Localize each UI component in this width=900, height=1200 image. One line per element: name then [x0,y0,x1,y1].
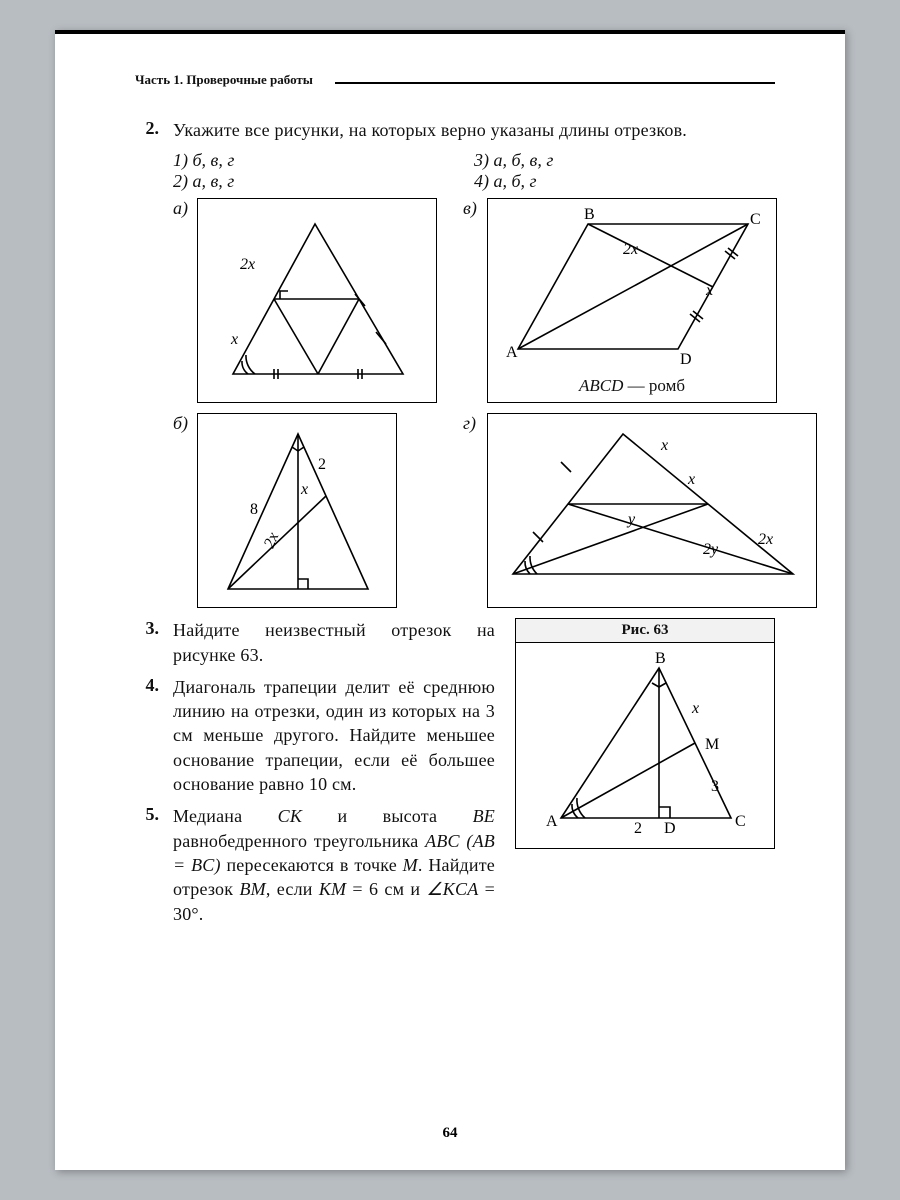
diagram-g-svg: x x y 2y 2x [488,414,818,609]
diagram-a-label: а) [173,198,193,219]
figure-63: Рис. 63 [515,618,775,849]
pt-B: B [655,650,666,667]
label-x: x [705,282,713,299]
task-2-text: Укажите все рисунки, на которых верно ук… [173,118,775,142]
label-2x: 2x [758,531,773,548]
option-1: 1) б, в, г [173,150,474,171]
pt-C: C [735,813,746,830]
label-3: 3 [711,778,719,795]
diagram-g-cell: г) [463,413,817,608]
pt-C: C [750,211,761,228]
label-2x: 2x [623,241,638,258]
figure-63-svg: A B C D M x 3 2 [516,643,776,848]
diagram-row-1: а) [173,198,775,403]
label-8: 8 [250,501,258,518]
diagram-row-2: б) [173,413,775,608]
task-3: 3. Найдите неизвестный отрезок на рисунк… [135,618,495,667]
diagram-a-box: 2x x [197,198,437,403]
lower-tasks: Рис. 63 [135,618,775,934]
label-y: y [626,511,636,528]
diagram-g-label: г) [463,413,483,434]
pt-A: A [546,813,558,830]
figure-63-title: Рис. 63 [516,619,774,643]
label-2: 2 [634,820,642,837]
pt-B: B [584,206,595,223]
task-5: 5. Медиана CK и высота BE равнобедренног… [135,804,495,925]
label-2x: 2x [240,256,255,273]
task-5-number: 5. [135,804,159,925]
pt-D: D [664,820,676,837]
task-2: 2. Укажите все рисунки, на которых верно… [135,118,775,142]
task-3-text: Найдите неизвестный отрезок на рисунке 6… [173,618,495,667]
running-header: Часть 1. Проверочные работы [135,72,775,92]
diagram-v-cell: в) B C [463,198,777,403]
diagram-b-svg: 8 2 x 2x [198,414,398,609]
label-x: x [691,700,699,717]
task-5-text: Медиана CK и высота BE равнобедренного т… [173,804,495,925]
label-x2: x [687,471,695,488]
label-2y: 2y [703,541,719,558]
option-3: 3) а, б, в, г [474,150,775,171]
diagram-grid: а) [173,198,775,608]
label-x: x [230,331,238,348]
diagram-v-box: B C A D 2x x ABCD — ромб [487,198,777,403]
page: Часть 1. Проверочные работы 2. Укажите в… [55,30,845,1170]
diagram-a-svg: 2x x [198,199,438,404]
label-2: 2 [318,456,326,473]
option-2: 2) а, в, г [173,171,474,192]
label-2x: 2x [261,530,282,550]
diagram-v-svg: B C A D 2x x [488,199,778,374]
task-3-number: 3. [135,618,159,667]
diagram-v-label: в) [463,198,483,219]
pt-D: D [680,351,692,368]
diagram-b-cell: б) [173,413,397,608]
diagram-g-box: x x y 2y 2x [487,413,817,608]
task-2-options-row-2: 2) а, в, г 4) а, б, г [173,171,775,192]
task-2-options-row-1: 1) б, в, г 3) а, б, в, г [173,150,775,171]
page-number: 64 [55,1125,845,1142]
task-4: 4. Диагональ трапеции делит её среднюю л… [135,675,495,796]
task-4-number: 4. [135,675,159,796]
pt-M: M [705,736,719,753]
task-2-number: 2. [135,118,159,142]
pt-A: A [506,344,518,361]
content-area: Часть 1. Проверочные работы 2. Укажите в… [55,34,845,954]
label-x: x [300,481,308,498]
label-x1: x [660,437,668,454]
diagram-a-cell: а) [173,198,437,403]
diagram-v-caption: ABCD — ромб [488,376,776,396]
task-4-text: Диагональ трапеции делит её среднюю лини… [173,675,495,796]
option-4: 4) а, б, г [474,171,775,192]
figure-63-body: A B C D M x 3 2 [516,643,774,848]
diagram-b-box: 8 2 x 2x [197,413,397,608]
diagram-b-label: б) [173,413,193,434]
